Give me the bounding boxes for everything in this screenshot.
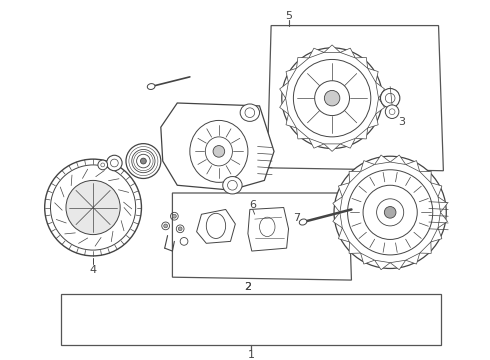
Polygon shape [368, 68, 378, 82]
Polygon shape [286, 114, 296, 128]
Polygon shape [349, 242, 361, 253]
Ellipse shape [347, 170, 433, 255]
Polygon shape [355, 57, 368, 68]
Ellipse shape [107, 155, 122, 171]
Ellipse shape [172, 214, 176, 218]
Ellipse shape [294, 59, 371, 137]
Polygon shape [333, 197, 343, 212]
Bar [61, 294, 441, 345]
Text: 2: 2 [245, 282, 251, 292]
Ellipse shape [137, 154, 150, 168]
Polygon shape [349, 171, 361, 183]
Polygon shape [296, 128, 309, 139]
Polygon shape [280, 82, 289, 98]
Polygon shape [248, 207, 289, 251]
Ellipse shape [380, 89, 400, 108]
Ellipse shape [132, 149, 155, 173]
Polygon shape [390, 260, 406, 270]
Polygon shape [309, 138, 324, 148]
Polygon shape [296, 57, 309, 68]
Polygon shape [375, 260, 390, 270]
Ellipse shape [223, 176, 242, 194]
Polygon shape [431, 228, 442, 242]
Polygon shape [431, 183, 442, 197]
Ellipse shape [315, 81, 349, 116]
Polygon shape [406, 253, 420, 264]
Ellipse shape [50, 165, 136, 250]
Polygon shape [309, 48, 324, 58]
Text: 2: 2 [245, 282, 251, 292]
Text: 1: 1 [248, 350, 255, 360]
Ellipse shape [363, 185, 417, 239]
Polygon shape [286, 68, 296, 82]
Polygon shape [420, 242, 431, 253]
Polygon shape [172, 193, 351, 280]
Polygon shape [375, 155, 390, 165]
Polygon shape [438, 197, 447, 212]
Ellipse shape [240, 104, 260, 121]
Polygon shape [324, 144, 340, 152]
Polygon shape [355, 128, 368, 139]
Text: 5: 5 [285, 11, 292, 21]
Ellipse shape [324, 90, 340, 106]
Ellipse shape [98, 160, 108, 170]
Polygon shape [361, 161, 375, 172]
Polygon shape [376, 98, 385, 114]
Text: 6: 6 [249, 199, 256, 210]
Ellipse shape [385, 105, 399, 118]
Text: 3: 3 [398, 117, 405, 127]
Polygon shape [196, 210, 235, 243]
Ellipse shape [147, 84, 155, 90]
Polygon shape [376, 82, 385, 98]
Polygon shape [339, 183, 349, 197]
Ellipse shape [164, 224, 168, 228]
Ellipse shape [45, 159, 142, 256]
Polygon shape [340, 48, 355, 58]
Polygon shape [406, 161, 420, 172]
Text: 4: 4 [90, 265, 97, 275]
Polygon shape [368, 114, 378, 128]
Ellipse shape [213, 145, 225, 157]
Polygon shape [438, 212, 447, 228]
Text: 7: 7 [293, 213, 300, 223]
Polygon shape [267, 26, 443, 171]
Polygon shape [280, 98, 289, 114]
Ellipse shape [205, 137, 232, 166]
Ellipse shape [299, 219, 307, 225]
Ellipse shape [190, 120, 248, 183]
Polygon shape [390, 155, 406, 165]
Polygon shape [340, 138, 355, 148]
Ellipse shape [141, 158, 147, 164]
Polygon shape [333, 212, 343, 228]
Polygon shape [161, 103, 274, 190]
Ellipse shape [126, 144, 161, 179]
Polygon shape [420, 171, 431, 183]
Ellipse shape [178, 227, 182, 231]
Ellipse shape [66, 180, 120, 235]
Ellipse shape [206, 213, 226, 238]
Polygon shape [339, 228, 349, 242]
Ellipse shape [282, 48, 382, 148]
Polygon shape [361, 253, 375, 264]
Ellipse shape [377, 199, 404, 226]
Ellipse shape [334, 156, 446, 269]
Polygon shape [324, 45, 340, 53]
Ellipse shape [384, 207, 396, 218]
